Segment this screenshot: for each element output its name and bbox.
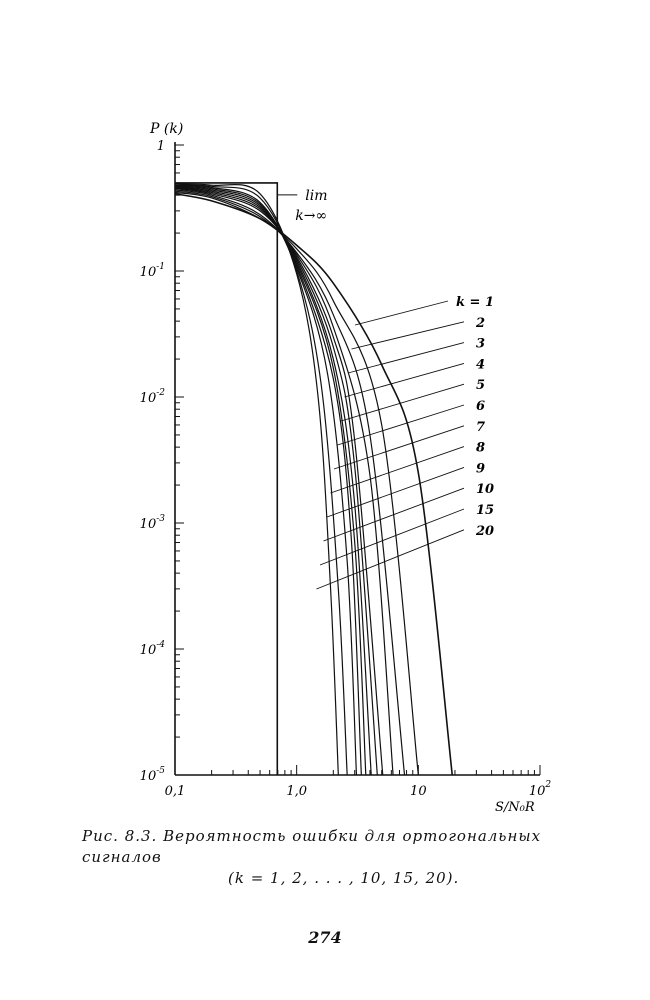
series-label: 4 [476,357,485,372]
series-curve [174,191,419,776]
series-label: 10 [476,482,494,497]
caption-line-2: (k = 1, 2, . . . , 10, 15, 20). [228,869,460,887]
series-curve [174,185,358,776]
series-leader [319,508,465,566]
series-leader [330,446,465,494]
caption-line-1: Рис. 8.3. Вероятность ошибки для ортогон… [82,827,542,866]
series-curve [174,183,339,776]
series-leader [316,529,465,590]
series-curve [174,193,454,776]
series-curve [174,185,362,776]
y-tick-label: 10-3 [140,514,166,532]
series-label: 7 [476,420,485,435]
series-leader [351,321,465,350]
limit-curve [175,182,279,775]
y-tick-label: 10-5 [140,766,166,784]
page-number: 274 [308,928,342,947]
series-curve [174,186,372,776]
limit-label: k→∞ [295,208,327,224]
series-curve [174,190,406,776]
figure-caption: Рис. 8.3. Вероятность ошибки для ортогон… [82,826,622,889]
series-leader [326,466,465,518]
series-curve [174,186,367,776]
axes [174,142,541,776]
x-tick-label: 1,0 [286,784,307,799]
series-leader [337,404,465,446]
series-label: 15 [476,503,494,518]
series-label: 3 [476,337,485,352]
series-curve [174,189,394,776]
y-tick-label: 1 [157,139,165,154]
series-label: 9 [476,461,485,476]
x-tick-label: 102 [529,780,552,799]
series-label: k = 1 [456,295,494,310]
y-tick-label: 10-4 [140,640,166,658]
series-leader [340,383,465,422]
series-leader [347,342,465,374]
y-tick-label: 10-1 [140,262,165,280]
curves [174,182,454,776]
x-axis-label: S/N₀R [495,800,535,815]
y-axis-label: P (k) [149,121,183,137]
series-leader [333,425,465,470]
series-leader [344,362,465,398]
series-label: 5 [476,378,485,393]
series-curve [174,188,384,776]
x-tick-label: 10 [410,784,427,799]
series-curve [174,184,348,776]
series-leader [323,487,465,542]
limit-label: lim [305,188,327,204]
x-tick-label: 0,1 [165,784,186,799]
series-label: 8 [476,441,485,456]
series-curve [174,187,378,776]
series-label: 2 [475,316,485,331]
y-tick-label: 10-2 [140,388,166,406]
series-label: 6 [476,399,485,414]
series-leader [354,300,449,326]
series-label: 20 [475,524,494,539]
